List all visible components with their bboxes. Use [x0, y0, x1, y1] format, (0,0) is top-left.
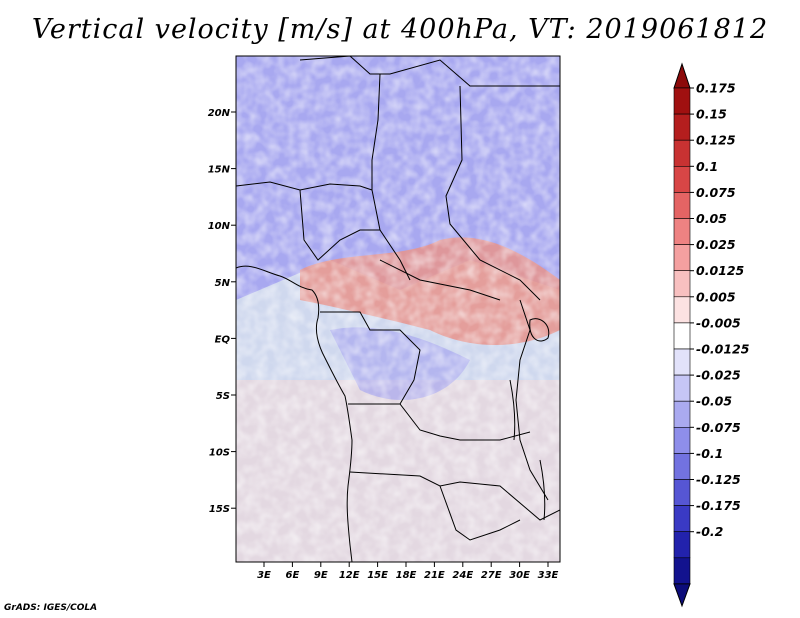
lat-label: 15N: [208, 165, 231, 176]
colorbar-label: 0.15: [696, 107, 727, 122]
colorbar-segment: [673, 348, 691, 376]
lat-label: 10N: [208, 221, 231, 232]
colorbar-label: 0.1: [696, 159, 718, 174]
colorbar-label: -0.0125: [696, 342, 750, 357]
lat-label: 5S: [216, 391, 230, 402]
colorbar-segment: [673, 426, 691, 454]
colorbar-segment: [673, 87, 691, 115]
colorbar-segment: [673, 270, 691, 298]
colorbar-label: -0.125: [696, 472, 741, 487]
colorbar-bottom-arrow: [673, 583, 691, 608]
lon-label: 24E: [452, 570, 473, 581]
latitude-axis: 20N 15N 10N 5N EQ 5S 10S 15S: [208, 108, 236, 515]
colorbar-label: 0.05: [696, 211, 727, 226]
lat-label: 20N: [208, 108, 231, 119]
lat-label: 15S: [209, 504, 230, 515]
colorbar-segment: [673, 218, 691, 245]
border-drc: [348, 403, 531, 441]
lon-label: 9E: [314, 570, 328, 581]
lon-label: 12E: [339, 570, 360, 581]
colorbar-segment: [673, 244, 691, 272]
colorbar-label: -0.05: [696, 394, 732, 409]
colorbar-label: 0.075: [696, 185, 736, 200]
border-sahara-1: [299, 56, 560, 87]
colorbar-segment: [673, 531, 691, 559]
border-car: [379, 259, 501, 301]
colorbar-label: 0.005: [696, 289, 736, 304]
colorbar-segment: [673, 113, 691, 141]
colorbar-top-arrow: [673, 62, 691, 89]
colorbar: 0.175 0.15 0.125 0.1 0.075 0.05 0.025 0.0125 0.0…: [673, 62, 750, 608]
border-zambia: [439, 485, 521, 541]
colorbar-label: -0.025: [696, 368, 741, 383]
map-title: Vertical velocity [m/s] at 400hPa, VT: 2…: [31, 14, 769, 45]
lon-label: 18E: [396, 570, 417, 581]
border-angola: [349, 471, 560, 521]
lon-label: 21E: [424, 570, 445, 581]
colorbar-segment: [673, 400, 691, 428]
colorbar-segment: [673, 453, 691, 480]
colorbar-label: -0.005: [696, 315, 741, 330]
colorbar-segment: [673, 166, 691, 193]
colorbar-label: -0.2: [696, 524, 723, 539]
colorbar-label: 0.125: [696, 133, 736, 148]
border-sudan: [445, 85, 541, 301]
credit-text: GrADS: IGES/COLA: [4, 603, 98, 613]
colorbar-segment: [673, 139, 691, 167]
colorbar-segment: [673, 557, 691, 585]
colorbar-segment: [673, 192, 691, 219]
lon-label: 27E: [481, 570, 502, 581]
colorbar-label: -0.175: [696, 498, 741, 513]
lon-label: 3E: [257, 570, 271, 581]
lat-label: 10S: [209, 448, 230, 459]
lon-label: 15E: [367, 570, 388, 581]
border-west: [236, 181, 373, 191]
colorbar-label: 0.025: [696, 237, 736, 252]
border-nigeria: [299, 189, 380, 261]
border-congo: [320, 311, 421, 405]
colorbar-segment: [673, 374, 691, 402]
colorbar-label: 0.0125: [696, 263, 745, 278]
longitude-axis: 3E 6E 9E 12E 15E 18E 21E 24E 27E 30E 33E: [257, 562, 559, 581]
colorbar-segment: [673, 296, 691, 324]
map-frame: [235, 55, 561, 563]
lat-label: 5N: [215, 278, 231, 289]
field-texture: [236, 56, 560, 562]
colorbar-label: -0.1: [696, 446, 723, 461]
lake-victoria: [529, 318, 550, 342]
lat-label: EQ: [215, 334, 231, 345]
coastline: [236, 265, 353, 562]
lon-label: 30E: [509, 570, 530, 581]
colorbar-segment: [673, 322, 691, 350]
velocity-field: [236, 56, 560, 562]
lake-tanganyika: [509, 379, 516, 441]
colorbar-segment: [673, 479, 691, 506]
country-borders: [236, 56, 560, 562]
lake-malawi: [539, 459, 546, 521]
colorbar-segment: [673, 505, 691, 533]
lon-label: 33E: [538, 570, 559, 581]
lon-label: 6E: [286, 570, 300, 581]
colorbar-label: 0.175: [696, 81, 736, 96]
colorbar-label: -0.075: [696, 420, 741, 435]
